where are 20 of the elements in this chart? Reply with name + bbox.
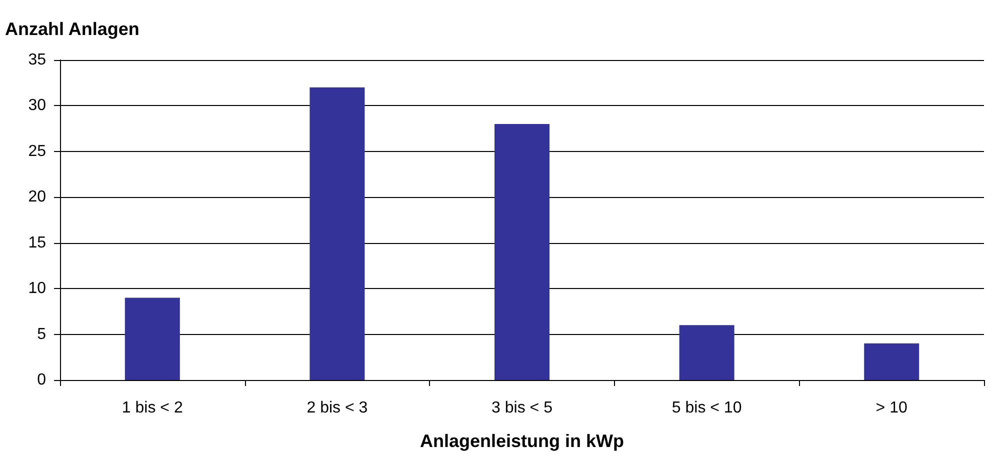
bar [494,124,550,380]
bar [310,87,365,380]
y-tick-label: 15 [28,234,46,252]
x-tick-label: 1 bis < 2 [122,400,183,416]
x-tick-label: 5 bis < 10 [672,400,742,416]
x-tick-label: 2 bis < 3 [306,400,368,416]
y-tick-label: 35 [28,52,46,68]
bar [679,325,734,380]
y-tick-label: 5 [37,326,46,343]
y-tick-label: 30 [28,97,46,114]
y-axis-title: Anzahl Anlagen [5,19,140,39]
x-axis-title: Anlagenleistung in kWp [420,431,624,451]
bar [124,298,180,380]
y-tick-label: 25 [28,142,46,160]
y-tick-label: 10 [28,280,46,298]
x-tick-label: 3 bis < 5 [492,400,553,416]
bar [864,343,920,380]
y-tick-label: 0 [37,372,46,388]
x-tick-label: > 10 [876,400,908,416]
y-tick-label: 20 [28,188,46,206]
